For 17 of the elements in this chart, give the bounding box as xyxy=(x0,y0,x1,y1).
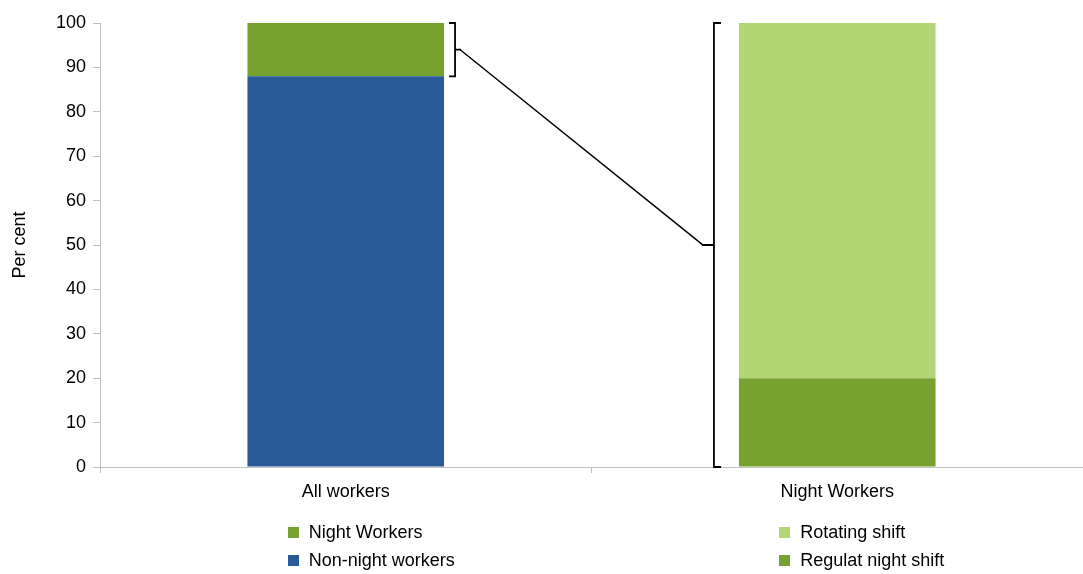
y-tick-label: 0 xyxy=(75,455,86,476)
legend-label: Night Workers xyxy=(308,521,423,543)
y-tick-label: 10 xyxy=(65,411,86,432)
y-axis-title: Per cent xyxy=(8,211,29,279)
y-tick-label: 70 xyxy=(65,145,86,166)
y-tick-label: 50 xyxy=(65,233,86,254)
y-tick-label: 30 xyxy=(65,322,86,343)
y-tick-label: 20 xyxy=(65,367,86,388)
y-tick-label: 90 xyxy=(65,56,86,77)
legend-label: Rotating shift xyxy=(800,521,906,543)
y-tick-label: 80 xyxy=(65,100,86,121)
legend-label: Non-night workers xyxy=(308,549,455,571)
legend-label: Regulat night shift xyxy=(800,549,945,571)
x-tick-label: All workers xyxy=(301,480,390,501)
y-tick-label: 40 xyxy=(65,278,86,299)
y-tick-label: 60 xyxy=(65,189,86,210)
y-tick-label: 100 xyxy=(55,11,86,32)
